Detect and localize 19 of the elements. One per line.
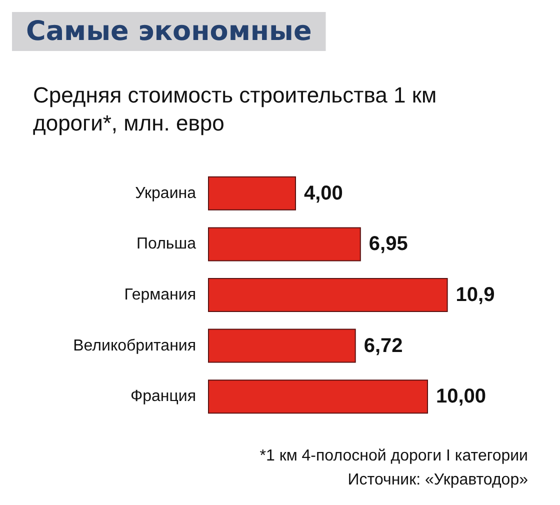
bar <box>208 176 296 210</box>
bar <box>208 328 356 363</box>
bar <box>208 227 361 262</box>
y-tick-label: Польша <box>136 236 196 253</box>
text: Источник: «Укравтодор» <box>348 472 528 488</box>
chart-subtitle: Средняя стоимость строительства 1 км дороги*, млн. евро <box>33 82 437 136</box>
data-label: 6,72 <box>364 334 403 357</box>
bar <box>208 278 448 312</box>
data-label: 4,00 <box>304 182 343 204</box>
y-tick-label: Германия <box>124 286 196 304</box>
y-tick-label: Украина <box>135 184 196 202</box>
y-tick-label: Франция <box>130 388 196 406</box>
bar <box>208 380 428 414</box>
data-label: 6,95 <box>368 233 408 256</box>
y-tick-label: Великобритания <box>73 337 196 354</box>
chart-title: Самые экономные <box>26 16 312 47</box>
data-label: 10,9 <box>456 284 495 306</box>
data-label: 10,00 <box>436 386 486 408</box>
text: *1 км 4-полосной дороги I категории <box>260 448 528 464</box>
